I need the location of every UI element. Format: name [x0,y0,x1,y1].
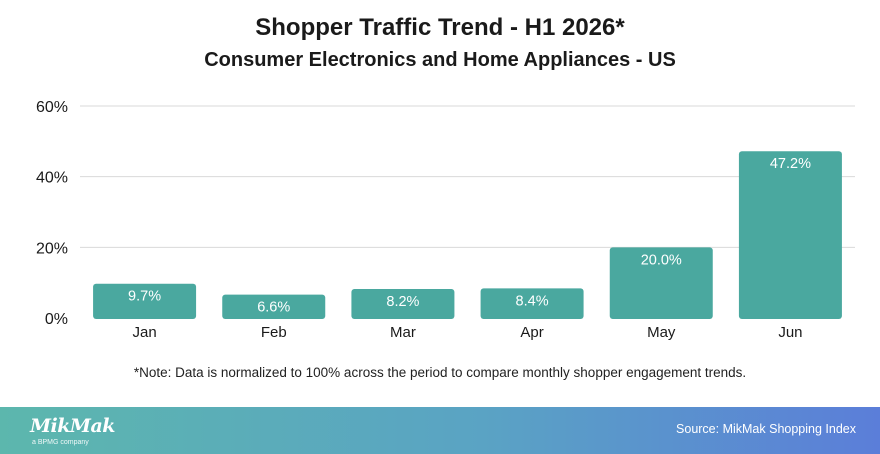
mikmak-logo: MikMak [30,415,115,437]
y-tick-label: 0% [45,311,68,328]
x-tick-label: Mar [390,324,416,341]
bar [351,289,455,319]
bar-value-label: 9.7% [128,289,161,305]
bar [609,247,713,319]
bar-value-label: 8.2% [386,294,419,310]
bar [480,288,584,319]
footnote: *Note: Data is normalized to 100% across… [133,365,747,380]
x-tick-label: Feb [261,324,287,341]
y-tick-label: 40% [36,170,68,187]
bar [738,151,842,319]
logo-tagline: a BPMG company [32,439,89,446]
x-tick-label: Apr [520,324,543,341]
bar [222,294,326,319]
chart-subtitle: Consumer Electronics and Home Appliances… [204,49,676,71]
bar [93,283,197,319]
bars [93,151,842,319]
x-tick-label: May [647,324,676,341]
y-axis-ticks: 0% 20% 40% 60% [36,99,68,328]
x-tick-label: Jun [778,324,802,341]
bar-value-label: 20.0% [641,252,682,268]
footer-bar: MikMak a BPMG company Source: MikMak Sho… [0,407,880,454]
x-tick-label: Jan [132,324,156,341]
gridlines [80,105,855,248]
y-tick-label: 20% [36,240,68,257]
x-axis-ticks: Jan Feb Mar Apr May Jun [132,324,802,341]
bar-value-label: 6.6% [257,300,290,316]
source-text: Source: MikMak Shopping Index [676,422,856,436]
bar-chart: 0% 20% 40% 60% 9.7% 6.6% 8.2% 8.4% 20.0% 47.2% J… [36,99,855,341]
y-tick-label: 60% [36,99,68,116]
bar-value-label: 47.2% [770,156,811,172]
bar-value-labels: 9.7% 6.6% 8.2% 8.4% 20.0% 47.2% [128,156,811,315]
bar-value-label: 8.4% [516,293,549,309]
chart-title: Shopper Traffic Trend - H1 2026* [255,14,625,41]
